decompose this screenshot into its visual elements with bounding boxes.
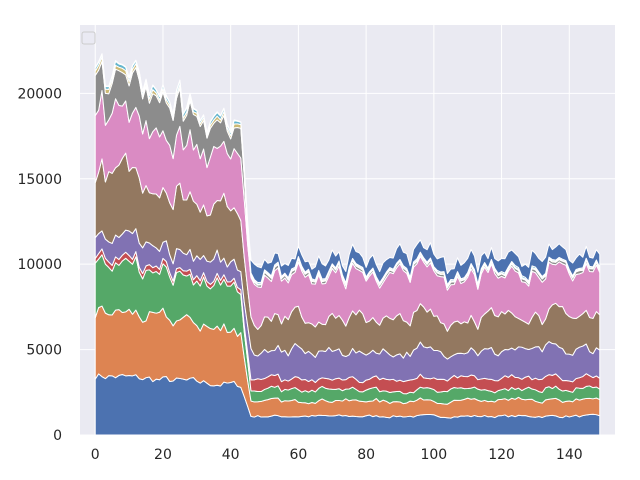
- series-areas: [94, 53, 601, 436]
- legend-box: [81, 31, 96, 45]
- y-tick-label: 15000: [17, 172, 62, 188]
- x-tick-label: 60: [289, 447, 307, 463]
- y-tick-label: 5000: [26, 343, 62, 359]
- x-tick-label: 80: [357, 447, 375, 463]
- area-series-11: [94, 53, 601, 286]
- y-tick-label: 0: [53, 428, 62, 444]
- x-tick-label: 100: [420, 447, 447, 463]
- x-tick-label: 140: [556, 447, 583, 463]
- x-tick-label: 0: [91, 447, 100, 463]
- y-tick-label: 10000: [17, 257, 62, 273]
- y-tick-label: 20000: [17, 86, 62, 102]
- x-tick-label: 40: [222, 447, 240, 463]
- x-tick-label: 20: [154, 447, 172, 463]
- x-tick-label: 120: [488, 447, 515, 463]
- axis-ticks: 0 20 40 60 80 100 120 140 0 5000 10000 15000 20000: [17, 86, 582, 463]
